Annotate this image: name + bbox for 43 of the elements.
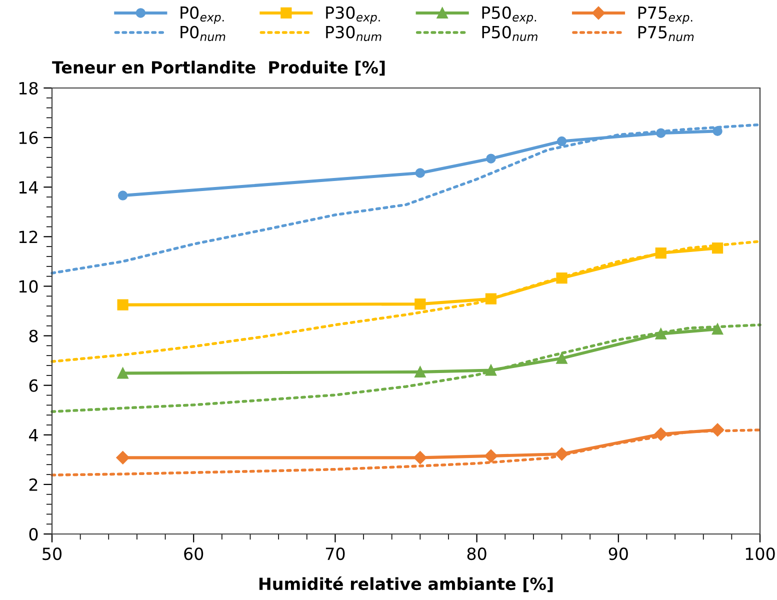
y-tick-label: 4 (29, 429, 38, 442)
legend-label: P0$_{exp.}$ (180, 6, 224, 24)
point (414, 298, 426, 310)
legend-label: P50$_{exp.}$ (482, 6, 536, 24)
point (414, 366, 426, 378)
point (118, 190, 128, 200)
point (556, 352, 568, 364)
legend-label: P30$_{exp.}$ (326, 6, 380, 24)
point (117, 368, 128, 379)
y-tick-label: 2 (29, 478, 38, 491)
legend-label: P30$_{num}$ (326, 26, 382, 42)
point (712, 324, 724, 335)
point (415, 168, 426, 178)
x-tick-label: 100 (746, 547, 775, 560)
line-series (50, 240, 762, 363)
y-tick-label: 6 (29, 379, 38, 392)
point (556, 136, 567, 146)
legend-label: P75$_{exp.}$ (638, 6, 692, 24)
point (486, 154, 496, 164)
point (484, 449, 498, 463)
point (655, 328, 666, 340)
y-tick-label: 18 (19, 82, 38, 95)
x-tick-label: 60 (184, 547, 204, 560)
point (414, 451, 427, 464)
legend-label: P50$_{num}$ (482, 26, 538, 42)
y-axis-title: Teneur en Portlandite Produite [%] (52, 60, 385, 76)
x-tick-label: 50 (42, 547, 62, 560)
legend-label: P0$_{num}$ (180, 26, 226, 42)
y-tick-label: 12 (19, 230, 38, 243)
legend-label: P75$_{num}$ (638, 26, 694, 42)
y-tick-label: 8 (29, 330, 38, 342)
point (117, 299, 128, 310)
line-series (50, 323, 762, 413)
line-series (50, 123, 762, 274)
y-tick-label: 10 (19, 280, 38, 293)
x-tick-label: 80 (467, 547, 486, 560)
x-tick-label: 90 (608, 547, 628, 560)
y-tick-label: 0 (29, 528, 38, 541)
point (116, 451, 130, 464)
y-tick-label: 14 (19, 181, 38, 194)
x-axis-title: Humidité relative ambiante [%] (259, 576, 553, 592)
x-tick-label: 70 (326, 547, 345, 560)
y-tick-label: 16 (19, 132, 38, 144)
